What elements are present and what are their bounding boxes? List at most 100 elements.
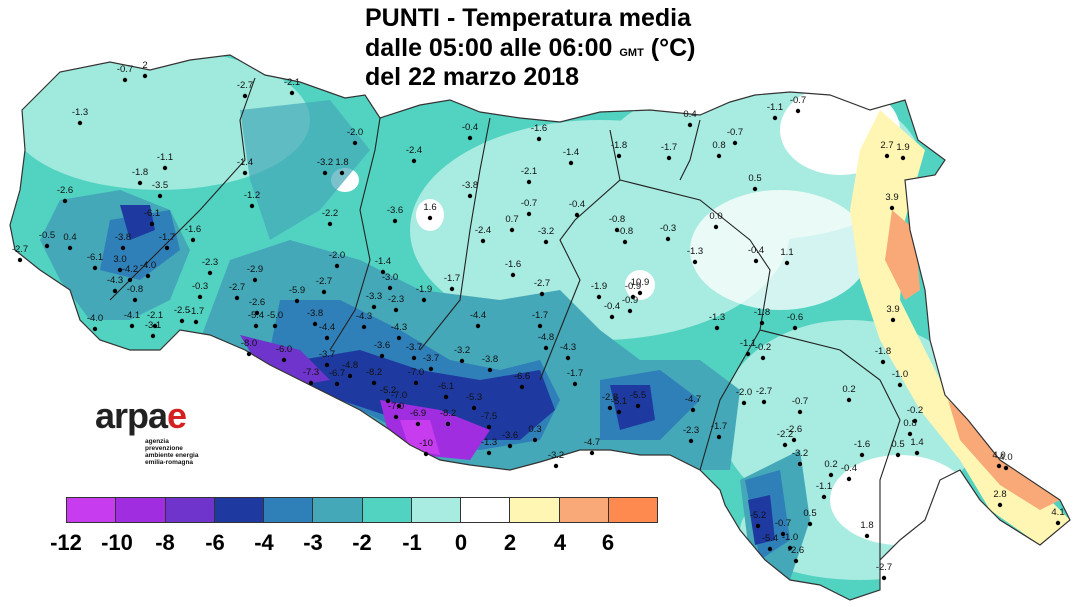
station-label: -3.8	[307, 308, 323, 319]
station-label: -2.0	[736, 387, 752, 398]
station-label: -0.4	[748, 245, 764, 256]
station-dot	[443, 394, 449, 400]
station-label: -2.0	[329, 250, 345, 261]
station-label: -2.7	[534, 278, 550, 289]
legend-tick-label: -4	[254, 530, 274, 555]
station-dot	[129, 323, 135, 329]
station-dot	[884, 153, 890, 159]
station-dot	[793, 558, 799, 564]
station-label: -5.4	[248, 310, 264, 321]
station-label: -0.6	[787, 312, 803, 323]
station-dot	[532, 437, 538, 443]
station-label: -10	[419, 438, 433, 449]
station-dot	[324, 335, 330, 341]
station-label: -0.7	[790, 95, 806, 106]
logo-sub-line: ambiente energia	[145, 452, 199, 459]
station-dot	[574, 212, 580, 218]
station-dot	[526, 179, 532, 185]
station-dot	[821, 494, 827, 500]
station-label: 3.0	[113, 254, 126, 265]
station-label: -4.1	[124, 310, 140, 321]
station-label: 0.4	[63, 232, 76, 243]
station-label: -2.5	[174, 305, 190, 316]
station-label: 0.8	[712, 140, 725, 151]
legend-swatch	[510, 498, 560, 522]
legend-swatch	[608, 498, 657, 522]
station-label: -0.2	[907, 405, 923, 416]
station-label: -1.7	[159, 232, 175, 243]
station-label: -2.8	[602, 392, 618, 403]
station-dot	[459, 358, 465, 364]
station-label: -3.2	[792, 448, 808, 459]
station-label: -1.8	[132, 167, 148, 178]
station-dot	[334, 263, 340, 269]
logo-word-arpa: arpa	[95, 395, 168, 436]
station-dot	[242, 170, 248, 176]
station-label: -0.7	[117, 64, 133, 75]
station-dot	[635, 403, 641, 409]
station-label: -3.2	[454, 345, 470, 356]
station-label: -7.3	[303, 367, 319, 378]
station-dot	[897, 382, 903, 388]
arpae-logo: arpae agenzia prevenzione ambiente energ…	[95, 398, 225, 468]
station-dot	[889, 205, 895, 211]
station-dot	[716, 434, 722, 440]
station-dot	[289, 90, 295, 96]
station-dot	[780, 531, 786, 537]
legend-color-scale	[66, 497, 658, 523]
station-label: 4.0	[999, 452, 1012, 463]
station-dot	[467, 135, 473, 141]
station-label: -6.7	[329, 368, 345, 379]
station-label: -4.0	[87, 313, 103, 324]
station-label: -2.7	[316, 276, 332, 287]
legend-tick-label: 4	[553, 530, 567, 555]
station-dot	[797, 409, 803, 415]
station-label: -2.9	[247, 264, 263, 275]
station-dot	[413, 380, 419, 386]
station-label: -0.9	[625, 281, 641, 292]
station-dot	[537, 323, 543, 329]
station-dot	[755, 523, 761, 529]
station-dot	[294, 298, 300, 304]
station-label: -4.3	[391, 322, 407, 333]
station-label: -2.1	[521, 166, 537, 177]
station-label: -0.3	[660, 223, 676, 234]
legend-swatch	[461, 498, 511, 522]
station-dot	[67, 245, 73, 251]
station-label: 4.1	[1051, 507, 1064, 518]
station-dot	[392, 218, 398, 224]
station-dot	[352, 140, 358, 146]
station-label: -3.8	[462, 180, 478, 191]
station-dot	[745, 351, 751, 357]
station-dot	[846, 397, 852, 403]
station-dot	[127, 277, 133, 283]
station-label: -2.7	[756, 386, 772, 397]
station-label: -3.6	[502, 430, 518, 441]
station-label: -0.8	[617, 226, 633, 237]
station-dot	[92, 265, 98, 271]
station-label: -2.4	[475, 225, 491, 236]
station-dot	[449, 286, 455, 292]
station-dot	[687, 122, 693, 128]
station-label: -0.5	[39, 230, 55, 241]
station-dot	[797, 461, 803, 467]
station-dot	[753, 258, 759, 264]
legend-tick-label: -3	[303, 530, 323, 555]
station-dot	[614, 227, 620, 233]
legend-tick-label: -1	[402, 530, 422, 555]
legend-tick-label: -6	[205, 530, 225, 555]
station-dot	[385, 398, 391, 404]
station-label: -1.9	[416, 284, 432, 295]
station-dot	[553, 463, 559, 469]
station-dot	[334, 381, 340, 387]
station-label: 1.8	[860, 520, 873, 531]
station-dot	[880, 359, 886, 365]
logo-sub-line: agenzia	[145, 438, 169, 445]
station-dot	[157, 193, 163, 199]
station-label: 0.0	[709, 211, 722, 222]
station-label: -1.1	[816, 481, 832, 492]
station-dot	[637, 290, 643, 296]
station-label: -6.1	[87, 252, 103, 263]
station-label: -3.2	[317, 157, 333, 168]
